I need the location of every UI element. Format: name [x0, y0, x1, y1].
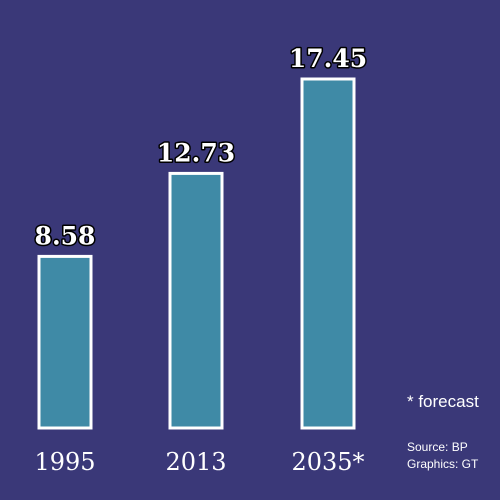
- category-label-1995: 1995: [34, 448, 95, 476]
- category-label-group: 1995 2013 2035*: [34, 448, 364, 476]
- value-label-2035: 17.45: [289, 44, 367, 73]
- forecast-note: * forecast: [407, 392, 479, 411]
- category-label-2035: 2035*: [291, 448, 364, 476]
- category-label-2013: 2013: [165, 448, 226, 476]
- value-label-group: 8.58 12.73 17.45: [33, 43, 369, 252]
- value-label-1995: 8.58: [35, 221, 96, 250]
- bar-1995: [37, 254, 93, 430]
- bar-2013: [168, 171, 224, 430]
- value-label-2013: 12.73: [157, 138, 235, 167]
- graphics-credit: Graphics: GT: [407, 457, 479, 471]
- bar-2035: [300, 77, 356, 430]
- source-note: Source: BP: [407, 440, 468, 454]
- bar-group: [37, 77, 356, 430]
